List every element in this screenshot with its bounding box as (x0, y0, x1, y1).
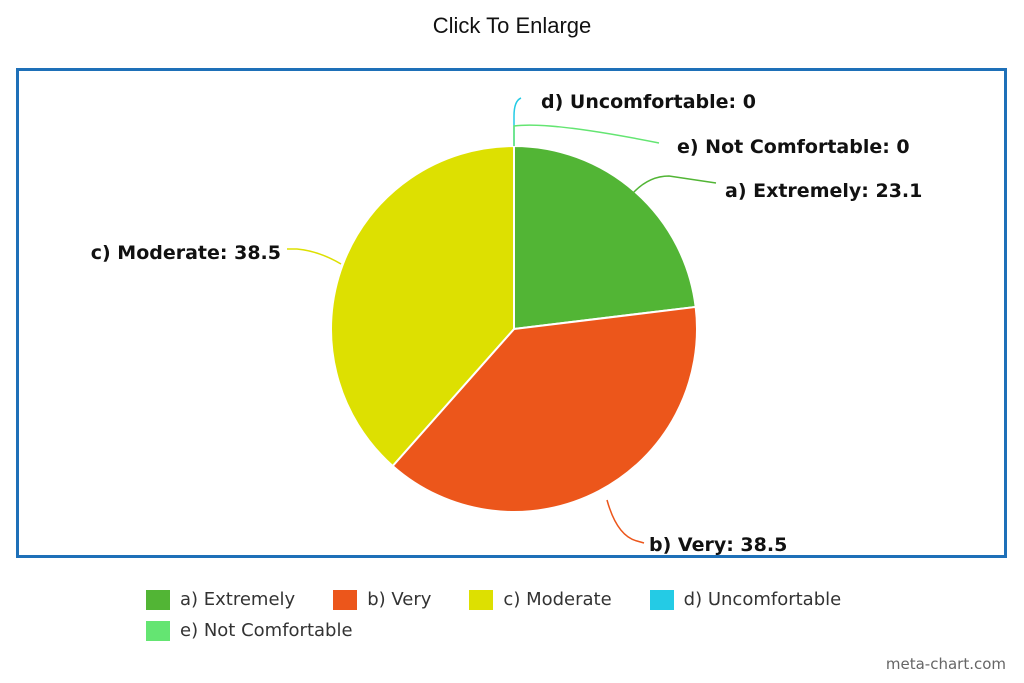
legend-swatch (469, 589, 494, 610)
pie-slice-extremely[interactable] (513, 144, 697, 331)
watermark: meta-chart.com (885, 655, 1006, 673)
pie-chart: a) Extremely: 23.1 b) Very: 38.5 c) Modera… (91, 91, 923, 555)
legend-item-extremely[interactable]: a) Extremely (146, 589, 295, 610)
legend: a) Extremely b) Very c) Moderate d) Uncomfo… (146, 589, 906, 641)
connector-line-not-comfortable (513, 124, 660, 146)
legend-label: e) Not Comfortable (180, 620, 353, 641)
pie-slice-moderate[interactable] (330, 144, 515, 468)
data-label-uncomfortable: d) Uncomfortable: 0 (541, 91, 756, 113)
chart-frame: a) Extremely: 23.1 b) Very: 38.5 c) Modera… (16, 68, 1007, 558)
connector-line-extremely (632, 175, 717, 194)
legend-item-uncomfortable[interactable]: d) Uncomfortable (649, 589, 842, 610)
legend-label: d) Uncomfortable (683, 589, 842, 610)
connector-line-moderate (287, 248, 342, 265)
pie-slice-very[interactable] (391, 305, 698, 513)
legend-item-not-comfortable[interactable]: e) Not Comfortable (146, 620, 353, 641)
data-label-moderate: c) Moderate: 38.5 (91, 242, 281, 264)
click-to-enlarge-link[interactable]: Click To Enlarge (432, 13, 592, 38)
connector-line-uncomfortable (513, 97, 522, 146)
legend-swatch (146, 620, 170, 641)
legend-label: c) Moderate (503, 589, 612, 610)
data-label-not-comfortable: e) Not Comfortable: 0 (677, 136, 910, 158)
data-label-extremely: a) Extremely: 23.1 (725, 180, 922, 202)
legend-swatch (649, 589, 674, 610)
legend-label: b) Very (367, 589, 432, 610)
data-label-very: b) Very: 38.5 (649, 534, 787, 555)
legend-item-moderate[interactable]: c) Moderate (469, 589, 612, 610)
legend-label: a) Extremely (180, 589, 296, 610)
legend-swatch (333, 589, 358, 610)
legend-swatch (146, 589, 170, 610)
legend-item-very[interactable]: b) Very (333, 589, 431, 610)
connector-line-very (606, 499, 645, 544)
